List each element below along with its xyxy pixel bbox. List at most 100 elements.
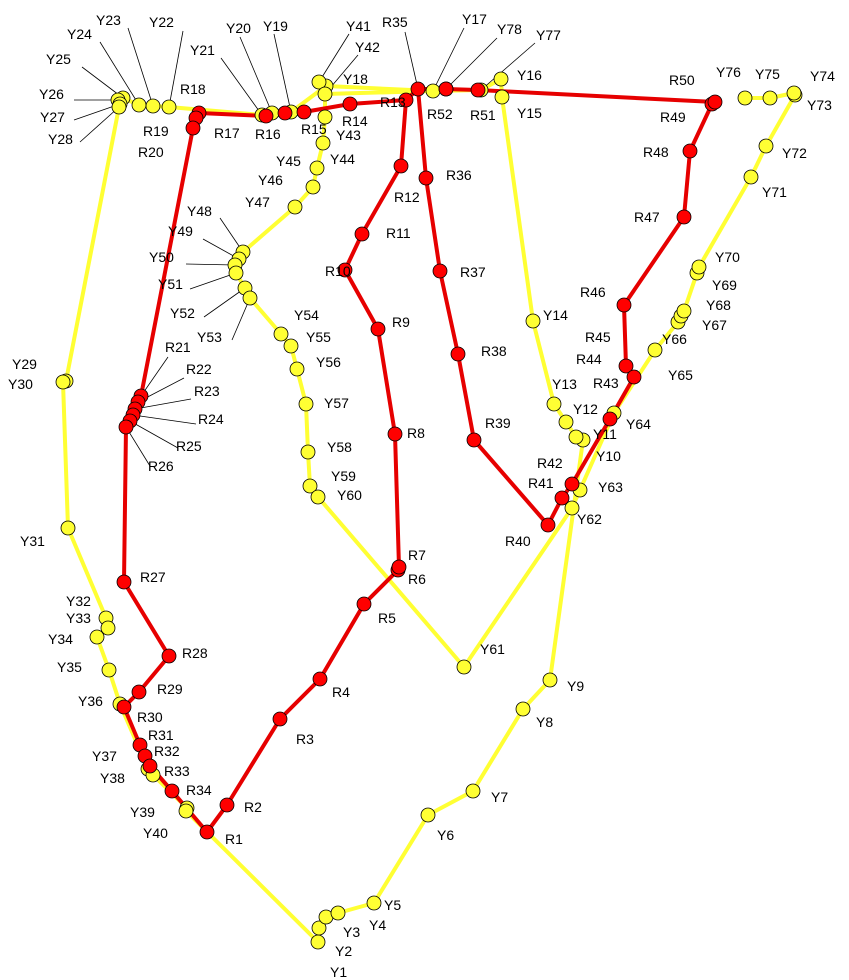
label-y56: Y56: [316, 354, 341, 370]
label-r46: R46: [580, 284, 606, 300]
leader-r25: [129, 420, 179, 449]
node-y56: [289, 361, 305, 377]
label-r38: R38: [481, 343, 507, 359]
label-r19: R19: [143, 123, 169, 139]
label-r47: R47: [634, 209, 660, 225]
label-y59: Y59: [331, 468, 356, 484]
leader-r35: [404, 31, 419, 90]
label-y45: Y45: [276, 153, 301, 169]
label-r17: R17: [214, 125, 240, 141]
label-r52: R52: [427, 106, 453, 122]
label-r24: R24: [198, 411, 224, 427]
label-y33: Y33: [66, 610, 91, 626]
node-r34: [164, 783, 180, 799]
label-y62: Y62: [577, 511, 602, 527]
leader-r23: [134, 398, 192, 410]
label-r1: R1: [225, 831, 243, 847]
label-r25: R25: [176, 438, 202, 454]
leader-r24: [132, 414, 197, 425]
label-r9: R9: [392, 314, 410, 330]
label-y65: Y65: [668, 367, 693, 383]
label-r18: R18: [180, 81, 206, 97]
node-y61: [456, 659, 472, 675]
node-y6: [420, 807, 436, 823]
label-y10: Y10: [596, 448, 621, 464]
label-r48: R48: [643, 144, 669, 160]
label-r40: R40: [505, 533, 531, 549]
label-y26: Y26: [39, 86, 64, 102]
label-r44: R44: [576, 351, 602, 367]
label-r31: R31: [148, 727, 174, 743]
label-y58: Y58: [327, 439, 352, 455]
node-y68: [676, 303, 692, 319]
label-r13: R13: [380, 94, 406, 110]
node-r13: [398, 92, 414, 108]
node-r29: [131, 684, 147, 700]
node-y14: [525, 313, 541, 329]
label-y72: Y72: [782, 145, 807, 161]
label-y78: Y78: [497, 21, 522, 37]
label-y3: Y3: [343, 924, 360, 940]
label-y14: Y14: [543, 307, 568, 323]
node-r5: [356, 596, 372, 612]
label-y64: Y64: [626, 416, 651, 432]
node-y71: [743, 169, 759, 185]
label-y36: Y36: [78, 693, 103, 709]
node-r12: [393, 158, 409, 174]
leader-y20: [239, 36, 273, 114]
label-r15: R15: [301, 121, 327, 137]
label-y11: Y11: [593, 426, 617, 442]
label-y21: Y21: [190, 42, 215, 58]
node-r52: [438, 81, 454, 97]
node-r26: [118, 419, 134, 435]
node-y43: [317, 109, 333, 125]
leader-y23: [127, 27, 154, 107]
label-r4: R4: [332, 684, 350, 700]
label-y6: Y6: [437, 827, 454, 843]
label-y74: Y74: [810, 68, 835, 84]
node-r7: [391, 559, 407, 575]
label-r35: R35: [382, 14, 408, 30]
node-r4: [312, 671, 328, 687]
label-y63: Y63: [598, 479, 623, 495]
label-y54: Y54: [294, 307, 319, 323]
label-r39: R39: [485, 415, 511, 431]
label-y31: Y31: [20, 533, 45, 549]
leader-y53: [231, 297, 251, 341]
label-r16: R16: [255, 126, 281, 142]
leader-y22: [168, 30, 184, 108]
node-r40: [540, 517, 556, 533]
node-r1: [199, 824, 215, 840]
label-y35: Y35: [57, 659, 82, 675]
label-y29: Y29: [12, 356, 37, 372]
label-r26: R26: [148, 458, 174, 474]
node-y23: [145, 98, 161, 114]
node-y75: [762, 90, 778, 106]
label-y22: Y22: [149, 14, 174, 30]
node-y76: [737, 90, 753, 106]
node-r39: [466, 432, 482, 448]
leader-y41: [318, 33, 350, 83]
label-y57: Y57: [324, 395, 349, 411]
label-r2: R2: [244, 799, 262, 815]
node-y22: [161, 99, 177, 115]
label-y76: Y76: [716, 64, 741, 80]
node-r10: [337, 262, 353, 278]
red-nodes: [116, 81, 723, 840]
node-y58: [300, 444, 316, 460]
label-y16: Y16: [517, 67, 542, 83]
leader-y50: [185, 263, 236, 266]
node-y34: [89, 629, 105, 645]
node-y13: [546, 396, 562, 412]
node-r17: [258, 108, 274, 124]
node-y60: [310, 489, 326, 505]
label-y43: Y43: [336, 127, 361, 143]
label-y68: Y68: [706, 297, 731, 313]
node-y74: [786, 85, 802, 101]
label-y24: Y24: [67, 26, 92, 42]
node-r45: [626, 369, 642, 385]
label-y5: Y5: [384, 897, 401, 913]
node-y47: [287, 199, 303, 215]
label-y34: Y34: [48, 631, 73, 647]
